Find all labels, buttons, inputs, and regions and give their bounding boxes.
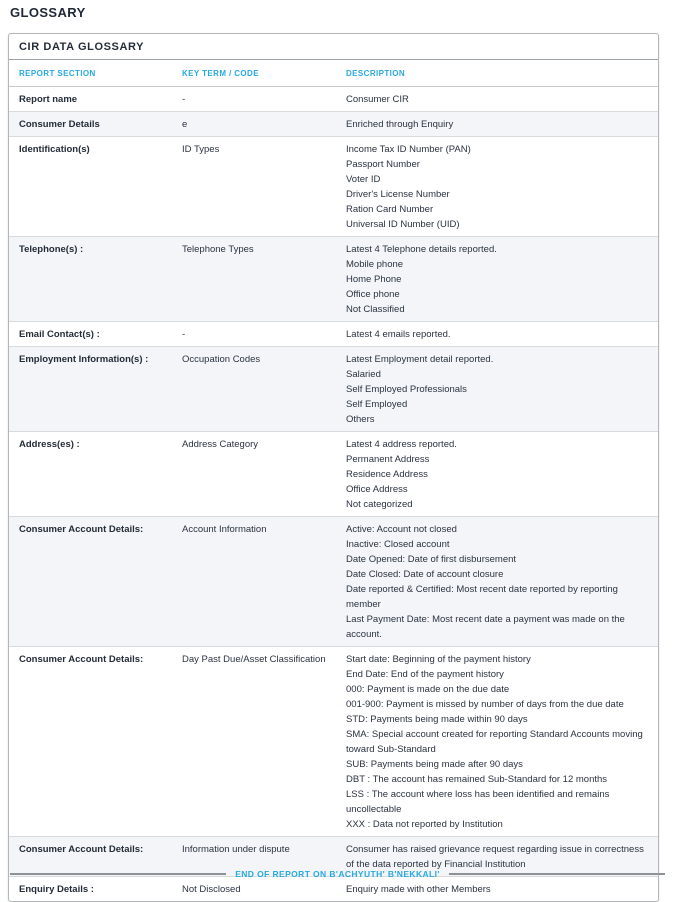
description-line: Latest 4 Telephone details reported. — [346, 244, 497, 255]
description-line: Date reported & Certified: Most recent d… — [346, 584, 618, 610]
key-term-cell: ID Types — [182, 144, 220, 155]
divider-line-left — [10, 873, 227, 875]
description-line: SUB: Payments being made after 90 days — [346, 759, 523, 770]
description-cell: Latest 4 emails reported. — [346, 327, 648, 342]
report-section-cell: Consumer Account Details: — [19, 844, 144, 855]
description-line: DBT : The account has remained Sub-Stand… — [346, 774, 608, 785]
table-row: Address(es) : Address Category Latest 4 … — [9, 431, 658, 516]
table-row: Email Contact(s) : - Latest 4 emails rep… — [9, 321, 658, 346]
description-line: Office phone — [346, 289, 400, 300]
key-term-cell: Information under dispute — [182, 844, 290, 855]
description-line: Date Opened: Date of first disbursement — [346, 554, 517, 565]
column-header-report-section: REPORT SECTION — [19, 69, 96, 78]
description-line: Salaried — [346, 369, 381, 380]
description-line: Residence Address — [346, 469, 428, 480]
description-line: Driver's License Number — [346, 189, 450, 200]
description-line: Voter ID — [346, 174, 381, 185]
description-line: XXX : Data not reported by Institution — [346, 819, 503, 830]
end-of-report-text: END OF REPORT ON B'ACHYUTH' B'NEKKALI' — [235, 869, 440, 879]
report-section-cell: Identification(s) — [19, 144, 90, 155]
description-line: Passport Number — [346, 159, 420, 170]
end-of-report-divider: END OF REPORT ON B'ACHYUTH' B'NEKKALI' — [10, 869, 665, 879]
description-line: STD: Payments being made within 90 days — [346, 714, 528, 725]
report-section-cell: Employment Information(s) : — [19, 354, 149, 365]
description-line: Inactive: Closed account — [346, 539, 450, 550]
description-cell: Latest Employment detail reported. Salari… — [346, 352, 648, 427]
key-term-cell: Account Information — [182, 524, 267, 535]
table-row: Consumer Account Details: Information un… — [9, 836, 658, 876]
table-row: Consumer Details e Enriched through Enqu… — [9, 111, 658, 136]
report-section-cell: Report name — [19, 94, 78, 105]
page-title: GLOSSARY — [10, 5, 86, 20]
description-line: Date Closed: Date of account closure — [346, 569, 504, 580]
table-row: Enquiry Details : Not Disclosed Enquiry … — [9, 876, 658, 901]
table-row: Consumer Account Details: Account Inform… — [9, 516, 658, 646]
divider-line-right — [448, 873, 665, 875]
glossary-panel: CIR DATA GLOSSARY REPORT SECTION KEY TER… — [8, 33, 659, 902]
table-row: Consumer Account Details: Day Past Due/A… — [9, 646, 658, 836]
description-cell: Consumer CIR — [346, 92, 648, 107]
description-cell: Latest 4 Telephone details reported. Mobi… — [346, 242, 648, 317]
description-cell: Latest 4 address reported. Permanent Addr… — [346, 437, 648, 512]
description-cell: Active: Account not closed Inactive: Clos… — [346, 522, 648, 642]
table-row: Report name - Consumer CIR — [9, 87, 658, 111]
report-section-cell: Consumer Account Details: — [19, 524, 144, 535]
description-line: Permanent Address — [346, 454, 430, 465]
report-section-cell: Telephone(s) : — [19, 244, 84, 255]
key-term-cell: Day Past Due/Asset Classification — [182, 654, 326, 665]
description-line: Not categorized — [346, 499, 413, 510]
key-term-cell: Occupation Codes — [182, 354, 261, 365]
table-row: Telephone(s) : Telephone Types Latest 4 … — [9, 236, 658, 321]
description-line: Universal ID Number (UID) — [346, 219, 460, 230]
description-line: Ration Card Number — [346, 204, 434, 215]
description-line: End Date: End of the payment history — [346, 669, 504, 680]
description-cell: Start date: Beginning of the payment his… — [346, 652, 648, 832]
report-section-cell: Consumer Account Details: — [19, 654, 144, 665]
description-line: Latest Employment detail reported. — [346, 354, 494, 365]
description-line: Active: Account not closed — [346, 524, 457, 535]
description-line: LSS : The account where loss has been id… — [346, 789, 610, 815]
key-term-cell: Address Category — [182, 439, 259, 450]
column-header-key-term: KEY TERM / CODE — [182, 69, 259, 78]
description-line: Consumer CIR — [346, 94, 409, 105]
description-line: SMA: Special account created for reporti… — [346, 729, 643, 755]
key-term-cell: Telephone Types — [182, 244, 254, 255]
key-term-cell: Not Disclosed — [182, 884, 241, 895]
description-line: Enquiry made with other Members — [346, 884, 491, 895]
description-line: Office Address — [346, 484, 408, 495]
description-line: Enriched through Enquiry — [346, 119, 454, 130]
description-line: 000: Payment is made on the due date — [346, 684, 510, 695]
table-row: Identification(s) ID Types Income Tax ID… — [9, 136, 658, 236]
report-section-cell: Email Contact(s) : — [19, 329, 100, 340]
table-row: Employment Information(s) : Occupation C… — [9, 346, 658, 431]
description-cell: Income Tax ID Number (PAN) Passport Numbe… — [346, 142, 648, 232]
description-cell: Consumer has raised grievance request re… — [346, 842, 648, 872]
key-term-cell: - — [182, 329, 186, 340]
table-body: Report name - Consumer CIR Consumer Deta… — [9, 87, 658, 901]
description-line: Not Classified — [346, 304, 405, 315]
description-line: Self Employed — [346, 399, 408, 410]
description-line: Others — [346, 414, 375, 425]
description-line: Mobile phone — [346, 259, 404, 270]
key-term-cell: e — [182, 119, 188, 130]
description-line: Start date: Beginning of the payment his… — [346, 654, 531, 665]
report-section-cell: Consumer Details — [19, 119, 100, 130]
report-section-cell: Address(es) : — [19, 439, 80, 450]
description-cell: Enquiry made with other Members — [346, 882, 648, 897]
description-line: Latest 4 address reported. — [346, 439, 457, 450]
description-line: 001-900: Payment is missed by number of … — [346, 699, 624, 710]
description-line: Self Employed Professionals — [346, 384, 467, 395]
panel-title: CIR DATA GLOSSARY — [9, 34, 658, 60]
report-section-cell: Enquiry Details : — [19, 884, 94, 895]
table-header-row: REPORT SECTION KEY TERM / CODE DESCRIPTI… — [9, 60, 658, 87]
description-line: Latest 4 emails reported. — [346, 329, 451, 340]
description-line: Home Phone — [346, 274, 402, 285]
description-line: Consumer has raised grievance request re… — [346, 844, 644, 870]
column-header-description: DESCRIPTION — [346, 69, 406, 78]
description-line: Income Tax ID Number (PAN) — [346, 144, 471, 155]
key-term-cell: - — [182, 94, 186, 105]
description-line: Last Payment Date: Most recent date a pa… — [346, 614, 625, 640]
description-cell: Enriched through Enquiry — [346, 117, 648, 132]
